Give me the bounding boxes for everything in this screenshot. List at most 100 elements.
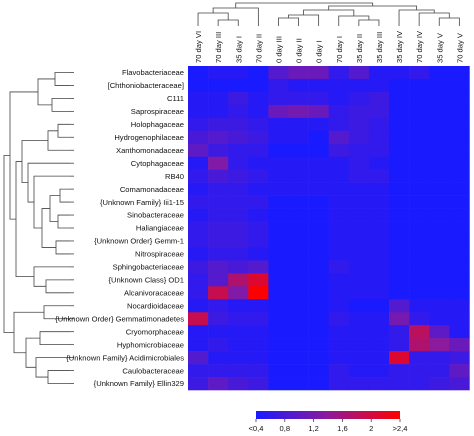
heat-cell xyxy=(328,91,350,106)
heat-cell xyxy=(268,273,289,287)
heat-cell xyxy=(409,247,430,261)
heat-cell xyxy=(268,299,289,313)
heat-cell xyxy=(328,182,350,196)
heat-cell xyxy=(208,143,229,158)
heat-cell xyxy=(308,143,329,158)
heat-cell xyxy=(348,338,370,352)
heat-cell xyxy=(409,312,430,326)
heat-cell xyxy=(429,221,450,235)
heat-cell xyxy=(188,117,209,132)
heat-cell xyxy=(248,338,269,352)
heat-cell xyxy=(409,260,430,274)
heat-cell xyxy=(308,338,329,352)
heat-cell xyxy=(228,312,249,326)
colorbar-tick-label: 1,6 xyxy=(337,424,348,433)
heat-cell xyxy=(368,66,390,80)
heat-cell xyxy=(288,299,309,313)
heat-cell xyxy=(449,299,470,313)
heat-cell xyxy=(449,78,470,93)
row-label: Alcanivoracaceae xyxy=(124,289,184,298)
heat-cell xyxy=(228,117,249,132)
heat-cell xyxy=(368,273,390,287)
row-label: Nocardioidaceae xyxy=(127,301,184,310)
column-label: 70 day I xyxy=(335,36,344,63)
heat-cell xyxy=(368,234,390,248)
heat-cell xyxy=(328,117,350,132)
heat-cell xyxy=(308,104,329,119)
heat-cell xyxy=(449,351,470,365)
heat-cell xyxy=(268,117,289,132)
heat-cell xyxy=(368,221,390,235)
heat-cell xyxy=(188,221,209,235)
heat-cell xyxy=(208,130,229,145)
heat-cell xyxy=(188,260,209,274)
colorbar-tick-label: 1,2 xyxy=(308,424,319,433)
heat-cell xyxy=(248,66,269,80)
heat-cell xyxy=(248,78,269,93)
heat-cell xyxy=(288,234,309,248)
heat-cell xyxy=(368,182,390,196)
heat-cell xyxy=(389,312,410,326)
heat-cell xyxy=(248,130,269,145)
heat-cell xyxy=(328,234,350,248)
heat-cell xyxy=(368,208,390,222)
dendrogram-branch xyxy=(37,78,55,106)
heat-cell xyxy=(328,351,350,365)
row-label: Holophagaceae xyxy=(131,120,184,129)
heat-cell xyxy=(208,351,229,365)
heat-cell xyxy=(328,299,350,313)
colorbar-tick-label: 0,8 xyxy=(280,424,291,433)
row-label: Flavobacteriaceae xyxy=(122,68,184,77)
heat-cell xyxy=(368,169,390,183)
heat-cell xyxy=(228,78,249,93)
heat-cell xyxy=(188,377,209,391)
heat-cell xyxy=(288,221,309,235)
heat-cell xyxy=(409,169,430,183)
dendrogram-branch xyxy=(398,9,435,26)
row-label: Hyphomicrobiaceae xyxy=(117,340,184,349)
heat-cell xyxy=(208,260,229,274)
dendrogram-branch xyxy=(57,214,70,229)
dendrogram-branch xyxy=(288,14,320,26)
heat-cell xyxy=(328,377,350,391)
heat-cell xyxy=(288,91,309,106)
heat-cell xyxy=(248,208,269,222)
heat-cell xyxy=(409,338,430,352)
heat-cell xyxy=(308,299,329,313)
heat-cell xyxy=(208,221,229,235)
heat-cell xyxy=(449,182,470,196)
heat-cell xyxy=(268,377,289,391)
colorbar-tick-label: 2 xyxy=(369,424,373,433)
dendrogram-branch xyxy=(438,17,460,26)
heat-cell xyxy=(208,66,229,80)
heat-cell xyxy=(328,104,350,119)
heat-cell xyxy=(228,169,249,183)
row-label: Cytophagaceae xyxy=(131,159,184,168)
heat-cell xyxy=(248,273,269,287)
heat-cell xyxy=(288,286,309,300)
heat-cell xyxy=(228,104,249,119)
heat-cell xyxy=(268,312,289,326)
heat-cell xyxy=(248,117,269,132)
heat-cell xyxy=(188,247,209,261)
heat-cell xyxy=(268,104,289,119)
heat-cell xyxy=(188,78,209,93)
heat-cell xyxy=(389,78,410,93)
heat-cell xyxy=(368,78,390,93)
heat-cell xyxy=(409,364,430,378)
heat-cell xyxy=(208,208,229,222)
heat-cell xyxy=(328,221,350,235)
heat-cell xyxy=(409,299,430,313)
heat-cell xyxy=(348,364,370,378)
dendrogram-branch xyxy=(212,7,259,26)
heat-cell xyxy=(288,182,309,196)
heat-cell xyxy=(429,117,450,132)
heat-cell xyxy=(308,195,329,209)
heat-cell xyxy=(368,195,390,209)
heat-cell xyxy=(368,364,390,378)
heat-cell xyxy=(228,91,249,106)
heat-cell xyxy=(208,156,229,170)
heat-cell xyxy=(409,182,430,196)
heat-cell xyxy=(248,234,269,248)
dendrogram-branch xyxy=(197,12,229,26)
